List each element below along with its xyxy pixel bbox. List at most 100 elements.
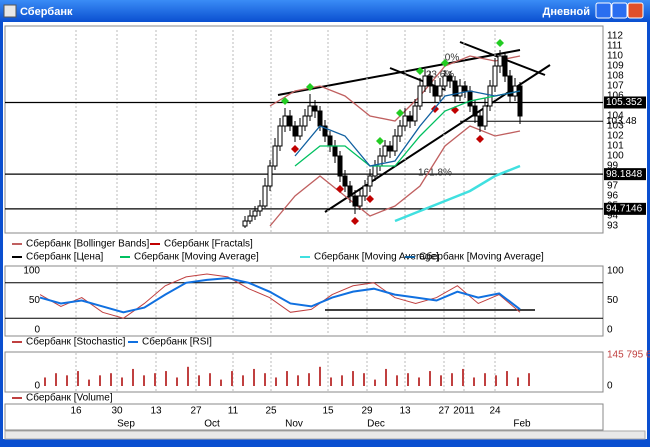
volume-bar bbox=[286, 371, 288, 386]
volume-bar bbox=[44, 377, 46, 386]
volume-bar bbox=[484, 373, 486, 386]
y-tick-label: 94 bbox=[607, 211, 619, 222]
candle-body bbox=[362, 185, 368, 197]
volume-bar bbox=[352, 371, 354, 386]
y-tick-label: 96 bbox=[607, 191, 619, 202]
volume-bar bbox=[176, 377, 178, 386]
candle-body bbox=[402, 115, 408, 127]
volume-bar bbox=[440, 375, 442, 386]
indicator-line bbox=[294, 90, 521, 167]
candle-body bbox=[472, 105, 478, 117]
scrollbar[interactable] bbox=[4, 430, 646, 440]
candle-body bbox=[372, 165, 378, 177]
candle-body bbox=[427, 75, 433, 87]
indicator-line bbox=[394, 164, 521, 223]
level-box bbox=[604, 168, 646, 181]
candle-body bbox=[317, 110, 323, 127]
level-label: 103.48 bbox=[606, 116, 637, 127]
month-label: Nov bbox=[285, 419, 303, 430]
candle-body bbox=[457, 85, 463, 97]
candle-body bbox=[272, 145, 278, 167]
candle-body bbox=[327, 135, 333, 147]
volume-bar bbox=[66, 375, 68, 386]
volume-panel bbox=[4, 351, 604, 393]
minimize-button[interactable] bbox=[595, 2, 612, 19]
volume-bar bbox=[418, 377, 420, 386]
volume-bar bbox=[99, 375, 101, 386]
candle-body bbox=[387, 145, 393, 152]
volume-bar bbox=[495, 375, 497, 386]
volume-bar bbox=[396, 375, 398, 386]
candle-body bbox=[482, 105, 488, 127]
level-label: 94.7146 bbox=[606, 203, 643, 214]
volume-bar bbox=[154, 373, 156, 386]
volume-bar bbox=[209, 373, 211, 386]
volume-bar bbox=[55, 373, 57, 386]
volume-bar bbox=[187, 366, 189, 386]
candle-body bbox=[477, 115, 483, 127]
month-label: Oct bbox=[204, 419, 220, 430]
date-label: 29 bbox=[361, 406, 373, 417]
volume-bar bbox=[528, 373, 530, 386]
fib-label: 161.8% bbox=[418, 168, 452, 179]
candle-body bbox=[347, 185, 353, 197]
fib-label: 23.6% bbox=[426, 70, 454, 81]
volume-bar bbox=[242, 375, 244, 386]
legend-label: Сбербанк [Stochastic] bbox=[26, 336, 126, 348]
month-label: Feb bbox=[513, 419, 531, 430]
candle-body bbox=[442, 75, 448, 87]
y-tick-label-left: 0 bbox=[34, 325, 40, 336]
candle-body bbox=[262, 185, 268, 207]
candle-body bbox=[517, 85, 523, 117]
volume-bar bbox=[330, 377, 332, 386]
fractal-down bbox=[291, 145, 299, 153]
y-tick-label-left: 0 bbox=[34, 381, 40, 392]
date-label: 25 bbox=[265, 406, 277, 417]
candle-body bbox=[392, 135, 398, 152]
fractal-up bbox=[376, 137, 384, 145]
date-label: 27 bbox=[190, 406, 202, 417]
candle-body bbox=[367, 175, 373, 187]
candle-body bbox=[412, 105, 418, 122]
date-axis bbox=[4, 403, 604, 431]
legend-label: Сбербанк [Volume] bbox=[26, 392, 113, 404]
fractal-up bbox=[416, 67, 424, 75]
candle-body bbox=[267, 165, 273, 187]
legend-label: Сбербанк [Moving Average] bbox=[419, 251, 544, 263]
date-label: 15 bbox=[322, 406, 334, 417]
volume-bar bbox=[264, 373, 266, 386]
legend-label: Сбербанк [RSI] bbox=[142, 336, 212, 348]
y-tick-label: 103 bbox=[607, 121, 624, 132]
date-label: 27 bbox=[438, 406, 450, 417]
volume-bar bbox=[517, 377, 519, 386]
candle-body bbox=[277, 125, 283, 147]
candle-body bbox=[382, 145, 388, 157]
candle-body bbox=[287, 115, 293, 127]
y-tick-label: 0 bbox=[607, 381, 613, 392]
candle-body bbox=[487, 85, 493, 107]
close-button[interactable] bbox=[627, 2, 644, 19]
volume-bar bbox=[319, 366, 321, 386]
volume-bar bbox=[363, 373, 365, 386]
date-label: 30 bbox=[111, 406, 123, 417]
volume-bar bbox=[165, 371, 167, 386]
y-tick-label: 100 bbox=[607, 151, 624, 162]
y-tick-label: 100 bbox=[607, 266, 624, 277]
candle-body bbox=[337, 155, 343, 177]
legend-label: Сбербанк [Bollinger Bands] bbox=[26, 238, 150, 250]
period: Дневной bbox=[543, 6, 591, 18]
indicator-line bbox=[294, 90, 521, 167]
y-tick-label: 99 bbox=[607, 161, 619, 172]
oscillator-panel bbox=[4, 265, 604, 337]
candle-body bbox=[342, 175, 348, 187]
candle-body bbox=[292, 125, 298, 137]
level-label: 105.352 bbox=[606, 97, 643, 108]
candle-body bbox=[282, 115, 288, 127]
volume-bar bbox=[297, 375, 299, 386]
fractal-up bbox=[441, 59, 449, 67]
maximize-button[interactable] bbox=[611, 2, 628, 19]
volume-bar bbox=[143, 375, 145, 386]
volume-bar bbox=[77, 371, 79, 386]
candle-body bbox=[352, 195, 358, 207]
